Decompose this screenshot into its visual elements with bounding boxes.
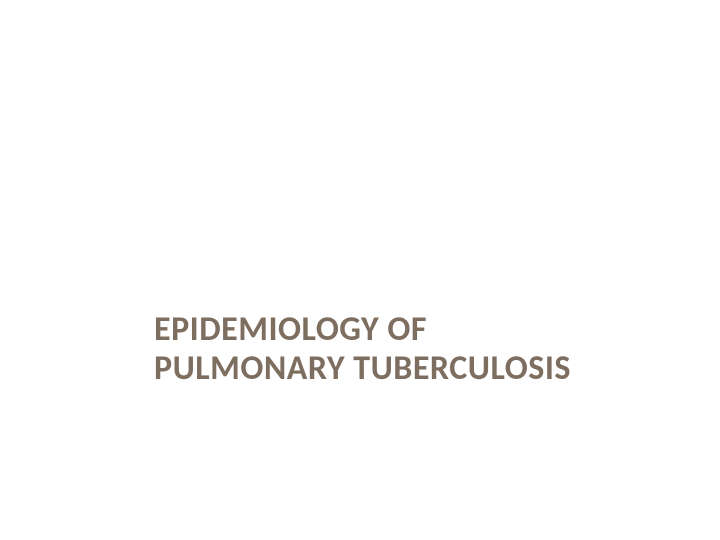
slide-title-container: EPIDEMIOLOGY OF PULMONARY TUBERCULOSIS	[154, 310, 714, 388]
slide-title-line-2: PULMONARY TUBERCULOSIS	[154, 349, 714, 388]
slide-title-line-1: EPIDEMIOLOGY OF	[154, 310, 714, 349]
